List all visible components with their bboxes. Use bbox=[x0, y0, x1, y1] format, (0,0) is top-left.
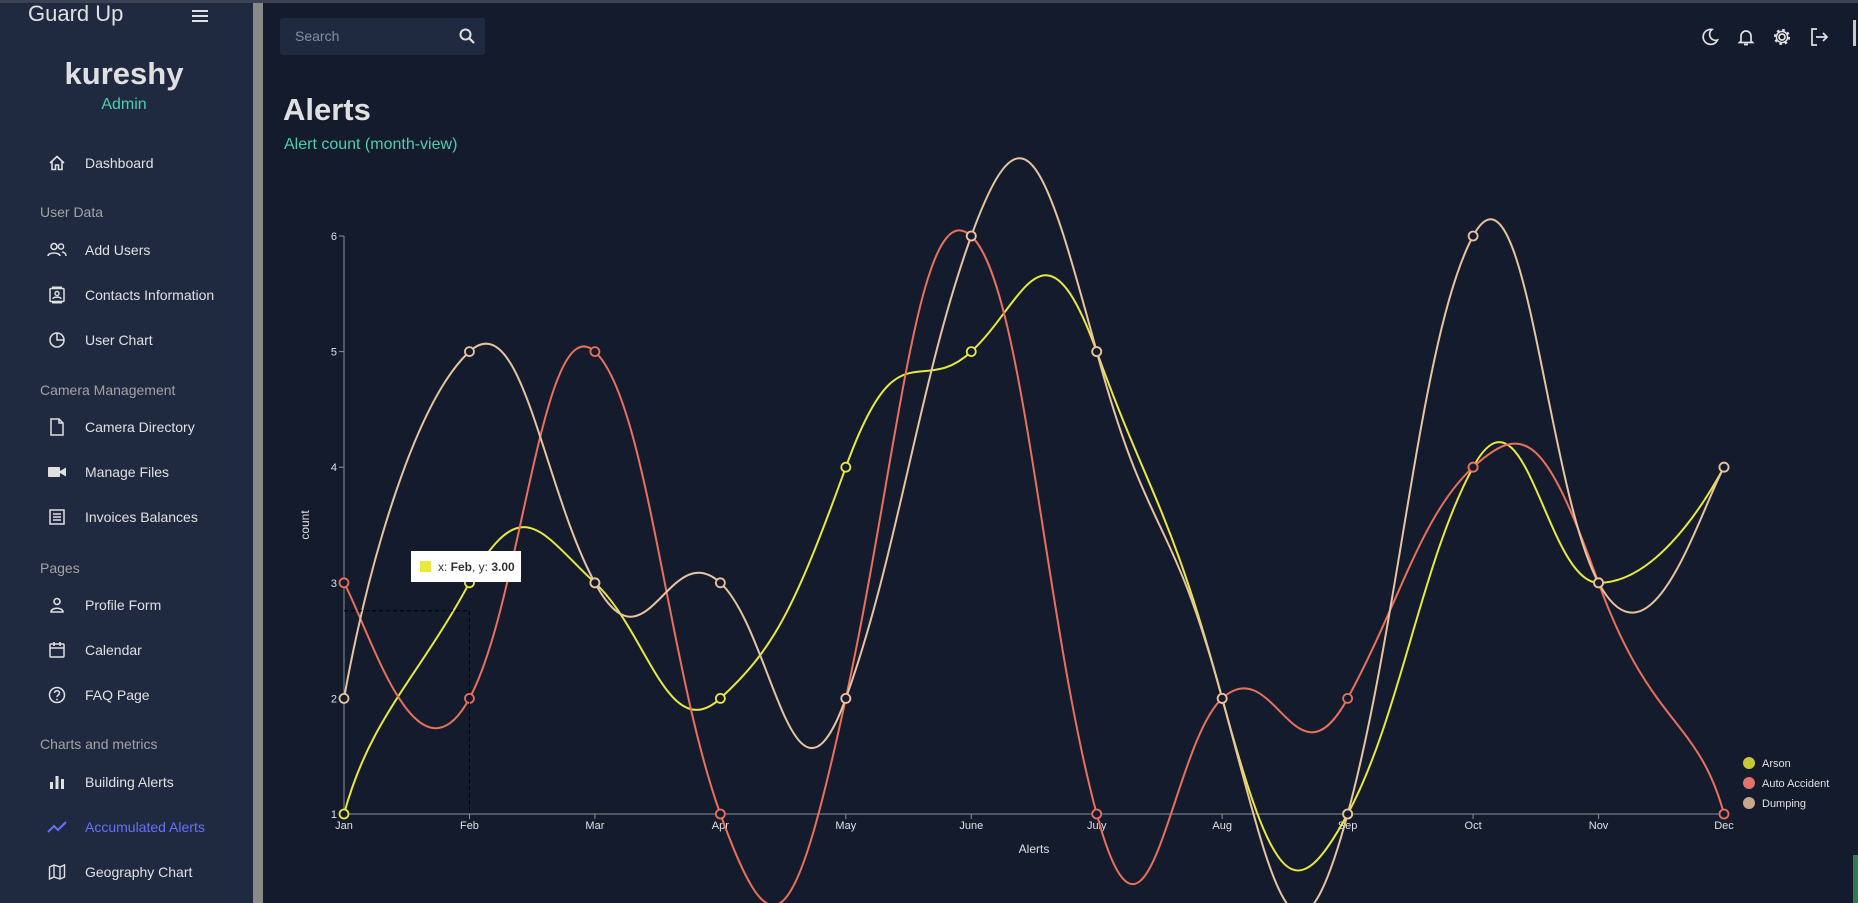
people-icon bbox=[46, 239, 68, 261]
search-bar[interactable]: Search bbox=[280, 18, 485, 55]
sidebar-item-label: Manage Files bbox=[85, 464, 170, 480]
calendar-icon bbox=[46, 639, 68, 661]
receipt-icon bbox=[46, 506, 68, 528]
bell-icon[interactable] bbox=[1735, 26, 1757, 48]
sidebar-scrollbar[interactable] bbox=[253, 3, 263, 903]
sidebar-item-label: Contacts Information bbox=[85, 287, 215, 303]
bar-chart-icon bbox=[46, 771, 68, 793]
sidebar bbox=[0, 3, 253, 903]
section-label-camera-management: Camera Management bbox=[40, 382, 176, 398]
sidebar-item-label: FAQ Page bbox=[85, 687, 150, 703]
logout-icon[interactable] bbox=[1808, 26, 1830, 48]
page-scrollbar-thumb[interactable] bbox=[1853, 20, 1856, 46]
section-label-charts-and-metrics: Charts and metrics bbox=[40, 736, 158, 752]
section-label-user-data: User Data bbox=[40, 204, 104, 220]
pie-chart-icon bbox=[46, 329, 68, 351]
trending-line-icon bbox=[46, 816, 68, 838]
person-icon bbox=[46, 594, 68, 616]
sidebar-item-label: Invoices Balances bbox=[85, 509, 198, 525]
video-camera-icon bbox=[46, 461, 68, 483]
moon-icon[interactable] bbox=[1699, 26, 1721, 48]
home-icon bbox=[46, 152, 68, 174]
sidebar-item-manage-files[interactable]: Manage Files bbox=[46, 457, 169, 487]
gear-icon[interactable] bbox=[1771, 26, 1793, 48]
sidebar-item-user-chart[interactable]: User Chart bbox=[46, 325, 153, 355]
window-top-border bbox=[0, 0, 1858, 3]
sidebar-item-label: Building Alerts bbox=[85, 774, 174, 790]
contacts-icon bbox=[46, 284, 68, 306]
sidebar-item-camera-directory[interactable]: Camera Directory bbox=[46, 412, 195, 442]
sidebar-item-label: Dashboard bbox=[85, 155, 154, 171]
sidebar-item-label: Accumulated Alerts bbox=[85, 819, 205, 835]
page-title: Alerts bbox=[283, 92, 371, 127]
document-icon bbox=[46, 416, 68, 438]
profile-role: Admin bbox=[101, 96, 147, 113]
sidebar-item-dashboard[interactable]: Dashboard bbox=[46, 148, 154, 178]
app-title: Guard Up bbox=[28, 1, 124, 26]
sidebar-item-add-users[interactable]: Add Users bbox=[46, 235, 150, 265]
sidebar-item-profile-form[interactable]: Profile Form bbox=[46, 590, 161, 620]
sidebar-item-calendar[interactable]: Calendar bbox=[46, 635, 142, 665]
search-input[interactable]: Search bbox=[295, 28, 340, 44]
sidebar-item-geography-chart[interactable]: Geography Chart bbox=[46, 857, 192, 887]
hamburger-menu-icon[interactable] bbox=[190, 6, 210, 26]
sidebar-item-accumulated-alerts[interactable]: Accumulated Alerts bbox=[46, 812, 205, 842]
page-edge-indicator bbox=[1853, 855, 1858, 903]
sidebar-item-contacts-information[interactable]: Contacts Information bbox=[46, 280, 214, 310]
main-content bbox=[263, 3, 1858, 903]
sidebar-item-label: Calendar bbox=[85, 642, 142, 658]
sidebar-item-label: User Chart bbox=[85, 332, 153, 348]
profile-name: kureshy bbox=[64, 56, 184, 91]
sidebar-item-label: Camera Directory bbox=[85, 419, 195, 435]
sidebar-item-label: Geography Chart bbox=[85, 864, 193, 880]
sidebar-item-invoices-balances[interactable]: Invoices Balances bbox=[46, 502, 198, 532]
sidebar-item-label: Profile Form bbox=[85, 597, 162, 613]
help-circle-icon bbox=[46, 684, 68, 706]
page-subtitle: Alert count (month-view) bbox=[284, 136, 458, 153]
map-icon bbox=[46, 861, 68, 883]
sidebar-item-faq-page[interactable]: FAQ Page bbox=[46, 680, 150, 710]
search-icon[interactable] bbox=[458, 27, 476, 45]
sidebar-item-building-alerts[interactable]: Building Alerts bbox=[46, 767, 174, 797]
sidebar-item-label: Add Users bbox=[85, 242, 151, 258]
page-scrollbar[interactable] bbox=[1853, 3, 1858, 903]
section-label-pages: Pages bbox=[40, 560, 80, 576]
